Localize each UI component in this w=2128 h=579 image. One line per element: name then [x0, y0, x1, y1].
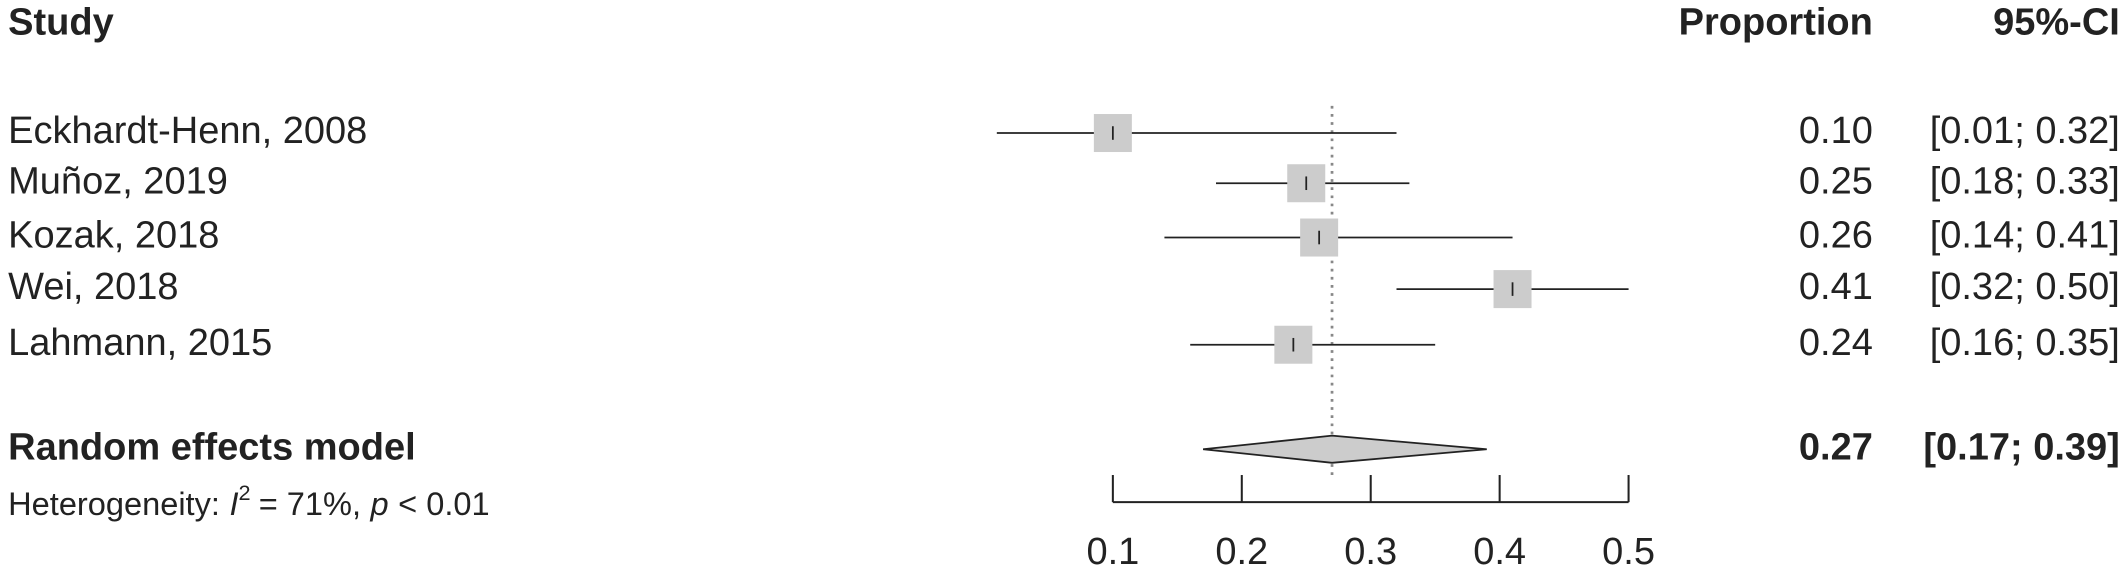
ci-label: [0.18; 0.33] [1930, 160, 2120, 202]
x-tick-label: 0.2 [1215, 531, 1268, 573]
het-i: I [229, 486, 238, 522]
pooled-estimate: 0.27 [1799, 426, 1873, 468]
ci-label: [0.14; 0.41] [1930, 215, 2120, 257]
study-name: Eckhardt-Henn, 2008 [8, 110, 367, 152]
heterogeneity: Heterogeneity: I2 = 71%, p < 0.01 [8, 480, 489, 522]
ci-label: [0.01; 0.32] [1930, 110, 2120, 152]
study-name: Wei, 2018 [8, 266, 178, 308]
het-pval: < 0.01 [398, 486, 489, 522]
pooled-name: Random effects model [8, 426, 416, 468]
pooled-diamond [1203, 434, 1487, 464]
study-name: Kozak, 2018 [8, 215, 219, 257]
x-tick-label: 0.5 [1602, 531, 1655, 573]
x-tick-label: 0.3 [1344, 531, 1397, 573]
het-i2: = 71%, [259, 486, 361, 522]
study-header: Study [8, 1, 114, 43]
x-tick-label: 0.1 [1086, 531, 1139, 573]
pooled-ci: [0.17; 0.39] [1923, 426, 2119, 468]
ci-header: 95%-CI [1993, 1, 2120, 43]
estimate-label: 0.26 [1799, 215, 1873, 257]
ci-label: [0.32; 0.50] [1930, 266, 2120, 308]
x-tick-label: 0.4 [1473, 531, 1526, 573]
study-name: Lahmann, 2015 [8, 322, 272, 364]
estimate-label: 0.24 [1799, 322, 1873, 364]
het-sup: 2 [239, 480, 251, 505]
study-name: Muñoz, 2019 [8, 160, 228, 202]
estimate-label: 0.25 [1799, 160, 1873, 202]
estimate-header: Proportion [1679, 1, 1873, 43]
estimate-label: 0.41 [1799, 266, 1873, 308]
estimate-label: 0.10 [1799, 110, 1873, 152]
ci-label: [0.16; 0.35] [1930, 322, 2120, 364]
het-p: p [370, 486, 389, 522]
het-label: Heterogeneity: [8, 486, 220, 522]
